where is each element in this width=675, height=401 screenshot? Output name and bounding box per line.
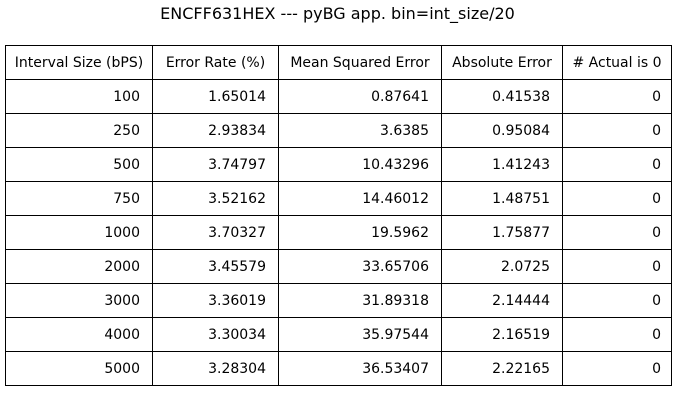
cell-mean-squared-error: 31.89318 bbox=[278, 283, 442, 318]
table-row: 250 2.93834 3.6385 0.95084 0 bbox=[5, 113, 672, 148]
cell-interval-size: 500 bbox=[5, 147, 153, 182]
cell-interval-size: 2000 bbox=[5, 249, 153, 284]
cell-absolute-error: 1.75877 bbox=[441, 215, 563, 250]
cell-error-rate: 3.70327 bbox=[152, 215, 279, 250]
table-row: 500 3.74797 10.43296 1.41243 0 bbox=[5, 147, 672, 182]
cell-interval-size: 250 bbox=[5, 113, 153, 148]
cell-actual-is-zero: 0 bbox=[562, 317, 672, 352]
cell-error-rate: 1.65014 bbox=[152, 79, 279, 114]
cell-interval-size: 100 bbox=[5, 79, 153, 114]
cell-actual-is-zero: 0 bbox=[562, 249, 672, 284]
cell-actual-is-zero: 0 bbox=[562, 283, 672, 318]
cell-absolute-error: 0.41538 bbox=[441, 79, 563, 114]
cell-absolute-error: 2.0725 bbox=[441, 249, 563, 284]
cell-interval-size: 4000 bbox=[5, 317, 153, 352]
cell-mean-squared-error: 3.6385 bbox=[278, 113, 442, 148]
cell-mean-squared-error: 14.46012 bbox=[278, 181, 442, 216]
table-row: 100 1.65014 0.87641 0.41538 0 bbox=[5, 79, 672, 114]
cell-absolute-error: 1.48751 bbox=[441, 181, 563, 216]
cell-mean-squared-error: 33.65706 bbox=[278, 249, 442, 284]
cell-actual-is-zero: 0 bbox=[562, 113, 672, 148]
cell-interval-size: 5000 bbox=[5, 351, 153, 386]
table-row: 3000 3.36019 31.89318 2.14444 0 bbox=[5, 283, 672, 318]
cell-actual-is-zero: 0 bbox=[562, 79, 672, 114]
cell-mean-squared-error: 10.43296 bbox=[278, 147, 442, 182]
cell-interval-size: 3000 bbox=[5, 283, 153, 318]
cell-absolute-error: 1.41243 bbox=[441, 147, 563, 182]
cell-error-rate: 3.74797 bbox=[152, 147, 279, 182]
table-row: 5000 3.28304 36.53407 2.22165 0 bbox=[5, 351, 672, 386]
cell-error-rate: 2.93834 bbox=[152, 113, 279, 148]
cell-actual-is-zero: 0 bbox=[562, 215, 672, 250]
table-row: 4000 3.30034 35.97544 2.16519 0 bbox=[5, 317, 672, 352]
cell-actual-is-zero: 0 bbox=[562, 181, 672, 216]
cell-mean-squared-error: 0.87641 bbox=[278, 79, 442, 114]
cell-error-rate: 3.36019 bbox=[152, 283, 279, 318]
column-header-absolute-error: Absolute Error bbox=[441, 45, 563, 80]
cell-error-rate: 3.52162 bbox=[152, 181, 279, 216]
table-row: 750 3.52162 14.46012 1.48751 0 bbox=[5, 181, 672, 216]
cell-error-rate: 3.28304 bbox=[152, 351, 279, 386]
column-header-interval-size: Interval Size (bPS) bbox=[5, 45, 153, 80]
cell-actual-is-zero: 0 bbox=[562, 147, 672, 182]
cell-mean-squared-error: 35.97544 bbox=[278, 317, 442, 352]
header-row: Interval Size (bPS) Error Rate (%) Mean … bbox=[5, 45, 672, 80]
cell-absolute-error: 2.16519 bbox=[441, 317, 563, 352]
column-header-mean-squared-error: Mean Squared Error bbox=[278, 45, 442, 80]
cell-mean-squared-error: 19.5962 bbox=[278, 215, 442, 250]
column-header-error-rate: Error Rate (%) bbox=[152, 45, 279, 80]
column-header-actual-is-zero: # Actual is 0 bbox=[562, 45, 672, 80]
cell-error-rate: 3.30034 bbox=[152, 317, 279, 352]
table-row: 1000 3.70327 19.5962 1.75877 0 bbox=[5, 215, 672, 250]
results-table: Interval Size (bPS) Error Rate (%) Mean … bbox=[5, 45, 672, 386]
table-row: 2000 3.45579 33.65706 2.0725 0 bbox=[5, 249, 672, 284]
cell-interval-size: 750 bbox=[5, 181, 153, 216]
cell-interval-size: 1000 bbox=[5, 215, 153, 250]
chart-title: ENCFF631HEX --- pyBG app. bin=int_size/2… bbox=[160, 4, 515, 23]
cell-absolute-error: 2.14444 bbox=[441, 283, 563, 318]
cell-error-rate: 3.45579 bbox=[152, 249, 279, 284]
table-body: 100 1.65014 0.87641 0.41538 0 250 2.9383… bbox=[5, 79, 672, 386]
cell-actual-is-zero: 0 bbox=[562, 351, 672, 386]
cell-mean-squared-error: 36.53407 bbox=[278, 351, 442, 386]
cell-absolute-error: 0.95084 bbox=[441, 113, 563, 148]
cell-absolute-error: 2.22165 bbox=[441, 351, 563, 386]
